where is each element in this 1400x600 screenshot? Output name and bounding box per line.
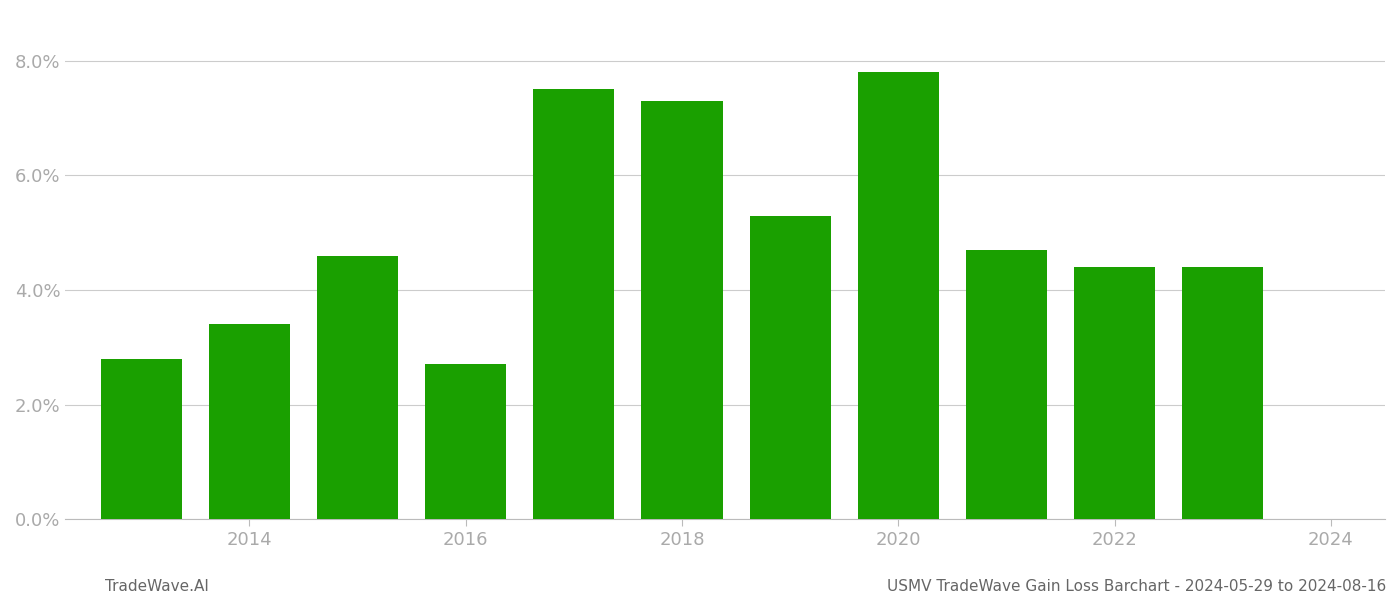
Bar: [426, 364, 507, 519]
Bar: [1182, 267, 1263, 519]
Bar: [316, 256, 398, 519]
Bar: [858, 72, 939, 519]
Bar: [101, 359, 182, 519]
Bar: [533, 89, 615, 519]
Bar: [749, 215, 830, 519]
Bar: [209, 325, 290, 519]
Bar: [966, 250, 1047, 519]
Text: USMV TradeWave Gain Loss Barchart - 2024-05-29 to 2024-08-16: USMV TradeWave Gain Loss Barchart - 2024…: [886, 579, 1386, 594]
Bar: [1074, 267, 1155, 519]
Bar: [641, 101, 722, 519]
Text: TradeWave.AI: TradeWave.AI: [105, 579, 209, 594]
